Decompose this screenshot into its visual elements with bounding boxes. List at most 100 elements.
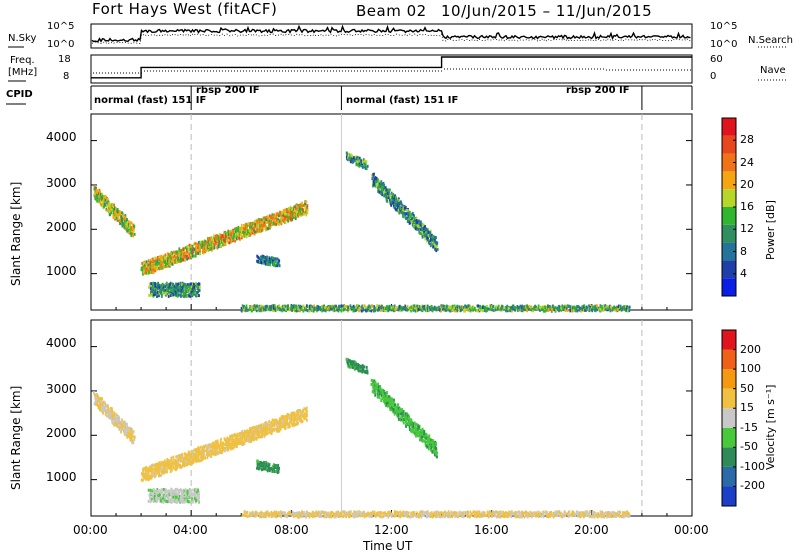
velocity-cell [198,496,200,500]
velocity-cell [392,404,395,408]
power-cell [260,224,263,227]
power-cell [265,218,268,221]
velocity-cell [191,451,194,455]
power-cell [100,193,102,196]
power-cell [300,307,303,311]
velocity-cell [258,433,261,437]
velocity-cell [393,412,396,416]
power-cell [145,271,148,275]
velocity-cell [232,438,234,442]
velocity-cell [351,366,354,369]
velocity-cell [366,369,369,373]
power-cell [214,234,217,238]
velocity-cell [377,382,380,386]
velocity-cell [408,425,411,429]
velocity-cell [419,428,422,432]
power-cell [100,195,103,199]
power-cell [419,223,422,227]
velocity-cell [221,441,223,445]
power-cell [347,305,350,309]
power-cell [98,188,101,192]
power-cell [558,305,561,309]
velocity-cell [224,449,226,453]
power-cell [346,305,348,308]
velocity-cell [288,420,291,424]
velocity-cell [265,421,268,425]
velocity-cell [381,390,384,394]
power-cell [392,309,395,313]
power-cell [277,211,280,215]
power-cell [260,304,263,308]
power-cell [198,289,201,292]
power-cell [385,308,388,312]
velocity-cell [207,451,210,455]
power-cell [103,199,105,203]
velocity-cell [148,466,151,470]
velocity-cell [221,445,223,449]
velocity-cell [145,473,148,477]
power-cell [210,247,213,251]
velocity-cell [147,488,150,492]
power-cell [196,283,199,287]
power-cell [175,283,177,287]
power-cell [521,306,524,310]
power-cell [191,244,194,248]
velocity-cell [202,449,205,453]
power-cell [608,306,611,310]
velocity-cell [103,405,106,409]
velocity-cell [210,454,213,458]
velocity-cell [193,494,196,497]
power-cell [140,266,143,270]
velocity-cell [115,413,118,417]
velocity-cell [129,438,132,442]
power-cell [301,212,304,216]
power-cell [172,288,175,292]
velocity-cell [127,426,130,430]
velocity-cell [389,402,392,406]
velocity-cell [282,422,285,426]
power-cell [216,234,219,238]
power-cell [442,307,444,311]
power-cell [106,208,109,212]
velocity-cell [365,370,367,374]
power-cell [373,179,375,183]
velocity-cell [294,422,297,426]
power-cell [426,239,428,243]
power-cell [168,260,171,263]
velocity-cell [402,410,405,414]
power-cell [101,204,104,208]
power-cell [196,284,198,288]
power-cell [335,307,337,311]
velocity-cell [214,445,216,449]
power-cell [213,238,216,242]
power-cell [274,264,277,268]
velocity-cell [158,470,161,474]
velocity-cell [108,415,110,419]
power-cell [258,257,261,260]
velocity-cell [181,453,184,456]
power-cell [186,249,189,253]
power-cell [358,306,361,310]
velocity-cell [194,448,197,452]
velocity-cell [388,395,391,399]
velocity-cell [355,366,358,370]
power-cell [202,241,205,245]
power-cell [294,309,297,313]
velocity-cell [193,452,196,456]
power-cell [132,234,135,238]
power-cell [331,304,334,308]
velocity-cell [282,424,284,428]
power-cell [188,283,190,287]
velocity-cell [408,415,410,419]
power-cell [147,263,150,267]
velocity-cell [97,404,100,407]
velocity-cell [252,434,255,438]
power-cell [426,304,429,308]
power-cell [154,259,157,263]
power-cell [174,250,177,254]
power-cell [278,259,281,263]
velocity-cell [374,390,377,394]
power-cell [329,304,332,308]
velocity-cell [189,458,191,462]
power-cell [151,262,153,266]
